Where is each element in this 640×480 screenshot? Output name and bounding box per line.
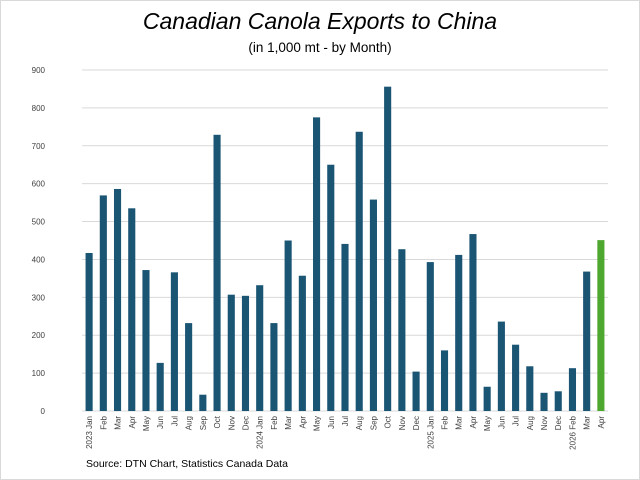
bar xyxy=(142,270,150,411)
source-note: Source: DTN Chart, Statistics Canada Dat… xyxy=(86,458,288,470)
y-tick-label: 600 xyxy=(32,180,46,189)
x-tick-label: 2024 Jan xyxy=(256,416,265,449)
bar xyxy=(298,275,306,411)
bar xyxy=(497,321,505,411)
bar xyxy=(284,240,292,411)
x-tick-label: May xyxy=(142,416,151,431)
bar xyxy=(85,253,93,411)
bar xyxy=(426,262,434,411)
y-tick-label: 100 xyxy=(32,369,46,378)
bar xyxy=(99,195,107,411)
bar xyxy=(568,368,577,411)
bar xyxy=(241,295,250,411)
bar xyxy=(369,199,377,411)
y-tick-label: 500 xyxy=(32,218,46,227)
bar xyxy=(156,362,164,411)
x-tick-label: 2023 Jan xyxy=(85,416,94,449)
x-tick-label: Feb xyxy=(99,415,108,429)
x-tick-label: Aug xyxy=(185,416,194,430)
x-tick-label: Jun xyxy=(156,416,165,429)
bar xyxy=(341,243,349,411)
bar xyxy=(554,391,562,411)
x-tick-label: Apr xyxy=(469,416,478,429)
bar xyxy=(483,386,491,411)
bar xyxy=(526,366,534,411)
x-tick-label: Mar xyxy=(455,416,464,430)
bar xyxy=(113,188,122,411)
bar xyxy=(128,208,136,411)
x-tick-label: Mar xyxy=(284,416,293,430)
bar xyxy=(384,86,392,411)
bar xyxy=(412,371,420,411)
bar xyxy=(540,392,548,411)
bar xyxy=(170,272,178,411)
x-tick-label: Dec xyxy=(241,416,250,430)
bar xyxy=(455,254,463,411)
x-tick-label: May xyxy=(313,416,322,431)
x-tick-label: Jul xyxy=(170,416,179,426)
y-tick-label: 700 xyxy=(32,142,46,151)
bar xyxy=(597,240,605,411)
x-tick-label: Jun xyxy=(497,416,506,429)
x-tick-label: May xyxy=(483,416,492,431)
bar xyxy=(583,271,591,411)
x-tick-label: Sep xyxy=(199,415,208,430)
bar xyxy=(313,117,321,411)
y-tick-label: 200 xyxy=(32,331,46,340)
chart-subtitle: (in 1,000 mt - by Month) xyxy=(248,40,392,55)
bar xyxy=(512,344,520,411)
y-tick-label: 900 xyxy=(32,66,46,75)
bar xyxy=(227,294,235,411)
bar xyxy=(355,131,363,411)
x-tick-label: Feb xyxy=(441,415,450,429)
x-tick-label: Jun xyxy=(327,416,336,429)
y-tick-label: 300 xyxy=(32,293,46,302)
x-tick-label: Jul xyxy=(341,416,350,426)
x-tick-label: Apr xyxy=(128,416,137,429)
x-tick-label: Apr xyxy=(597,416,606,429)
x-tick-label: Sep xyxy=(369,415,378,430)
x-tick-label: Dec xyxy=(412,416,421,430)
y-tick-label: 0 xyxy=(41,407,46,416)
bar xyxy=(469,234,477,411)
bar xyxy=(199,394,207,411)
x-tick-label: Dec xyxy=(554,416,563,430)
y-tick-label: 400 xyxy=(32,255,46,264)
x-tick-label: 2025 Jan xyxy=(426,416,435,449)
x-tick-label: 2026 Feb xyxy=(568,415,577,449)
x-tick-label: Mar xyxy=(114,416,123,430)
chart-title: Canadian Canola Exports to China xyxy=(142,8,498,34)
x-tick-label: Oct xyxy=(384,415,393,428)
bar xyxy=(440,350,449,411)
x-tick-label: Oct xyxy=(213,415,222,428)
x-tick-label: Nov xyxy=(540,416,549,430)
x-tick-label: Jul xyxy=(512,416,521,426)
bar xyxy=(398,249,406,411)
x-tick-label: Aug xyxy=(355,416,364,430)
bar xyxy=(213,134,221,412)
bar xyxy=(256,285,264,411)
x-tick-label: Feb xyxy=(270,415,279,429)
x-tick-label: Apr xyxy=(298,416,307,429)
bar xyxy=(270,323,278,411)
x-tick-label: Nov xyxy=(398,416,407,430)
y-tick-label: 800 xyxy=(32,104,46,113)
bar xyxy=(327,164,335,411)
x-tick-label: Nov xyxy=(227,416,236,430)
bar xyxy=(185,323,193,411)
x-tick-label: Aug xyxy=(526,416,535,430)
x-tick-label: Mar xyxy=(583,416,592,430)
